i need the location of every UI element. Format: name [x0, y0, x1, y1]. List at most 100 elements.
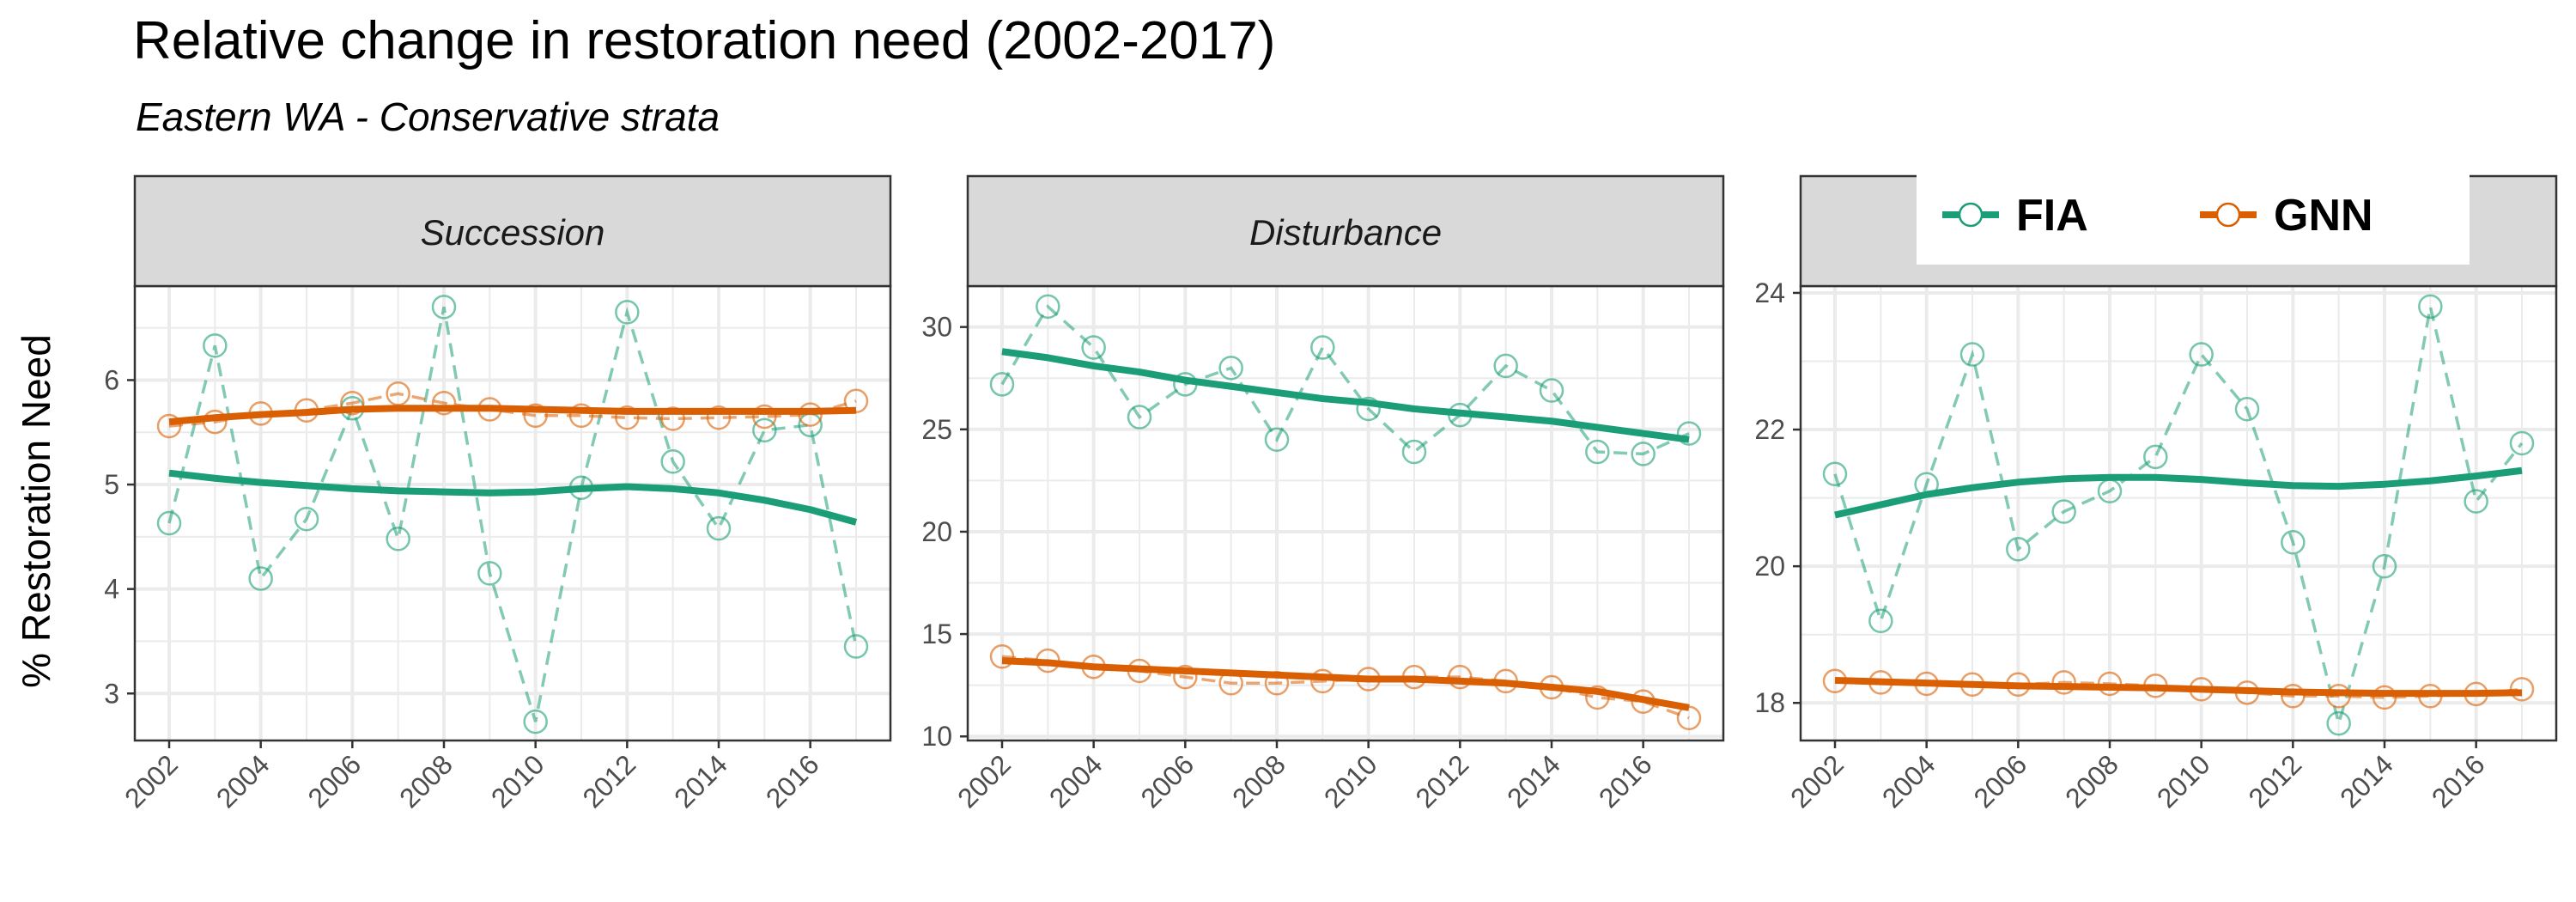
- data-point-fia: [989, 372, 1015, 397]
- x-tick-label: 2006: [301, 748, 367, 814]
- legend-label-gnn: GNN: [2274, 191, 2373, 241]
- data-point-fia: [660, 449, 685, 474]
- x-tick-label: 2016: [1593, 748, 1658, 814]
- facet-strip: [966, 174, 1725, 288]
- data-point-fia: [1081, 335, 1106, 360]
- data-point-gnn: [2051, 670, 2076, 695]
- data-point-gnn: [2281, 684, 2306, 709]
- data-point-fia: [2006, 537, 2031, 562]
- legend-key-point-gnn: [2215, 202, 2241, 228]
- figure-subtitle: Eastern WA - Conservative strata: [136, 94, 720, 139]
- data-point-gnn: [1173, 664, 1198, 690]
- data-point-gnn: [1585, 685, 1610, 710]
- panel-2: Disturbance 10 15 20 25 30 2002 2004 2006 2008 201…: [921, 174, 1725, 814]
- y-tick-label: 24: [1754, 277, 1785, 308]
- data-point-gnn: [1310, 668, 1335, 694]
- series-line-fia: [1833, 306, 2524, 729]
- data-point-gnn: [2372, 685, 2397, 710]
- y-tick-label: 6: [104, 364, 119, 395]
- trend-line-gnn: [1834, 676, 2523, 698]
- data-point-fia: [2326, 710, 2351, 736]
- facet-strip-label: Disturbance: [1249, 212, 1442, 253]
- y-tick-label: 25: [921, 414, 952, 445]
- data-point-gnn: [156, 413, 182, 439]
- trend-line-gnn: [1001, 657, 1690, 711]
- data-point-fia: [2234, 396, 2260, 422]
- data-point-fia: [1218, 356, 1243, 381]
- legend: FIA GNN: [1917, 168, 2470, 265]
- x-tick-label: 2004: [210, 748, 276, 814]
- data-point-fia: [2281, 530, 2306, 555]
- y-tick-label: 10: [921, 721, 952, 752]
- y-tick-label: 18: [1754, 687, 1785, 718]
- data-point-gnn: [752, 404, 777, 430]
- x-tick-label: 2014: [668, 748, 733, 814]
- data-point-gnn: [431, 390, 457, 416]
- y-tick-label: 5: [104, 469, 119, 500]
- x-tick-label: 2004: [1043, 748, 1109, 814]
- plot-background: [135, 286, 890, 740]
- legend-background: [1917, 168, 2470, 265]
- data-point-gnn: [706, 405, 732, 430]
- trend-line-fia: [168, 469, 858, 526]
- x-tick-label: 2006: [1134, 748, 1200, 814]
- y-tick-label: 20: [921, 516, 952, 547]
- data-point-fia: [1631, 442, 1656, 466]
- x-tick-label: 2016: [2426, 748, 2491, 814]
- x-tick-label: 2006: [1967, 748, 2032, 814]
- data-point-fia: [1868, 608, 1893, 634]
- data-point-fia: [2051, 499, 2076, 524]
- x-tick-label: 2010: [485, 748, 550, 814]
- x-tick-label: 2012: [576, 748, 641, 814]
- data-point-fia: [156, 510, 182, 536]
- data-point-fia: [2509, 430, 2535, 456]
- data-point-fia: [1539, 378, 1564, 403]
- y-tick-label: 30: [921, 312, 952, 343]
- data-point-fia: [523, 709, 548, 734]
- trend-line-fia: [1001, 348, 1690, 443]
- x-tick-label: 2012: [2242, 748, 2307, 814]
- x-tick-label: 2008: [393, 748, 459, 814]
- figure-title: Relative change in restoration need (200…: [133, 11, 1275, 70]
- data-point-fia: [2464, 489, 2488, 514]
- data-point-gnn: [989, 644, 1015, 669]
- x-tick-label: 2002: [1784, 748, 1850, 814]
- data-point-fia: [1127, 405, 1152, 430]
- data-point-gnn: [523, 403, 548, 429]
- x-tick-label: 2002: [118, 748, 184, 814]
- data-point-fia: [1036, 294, 1060, 320]
- x-tick-label: 2016: [760, 748, 825, 814]
- data-point-gnn: [1448, 664, 1473, 690]
- trend-line-fia: [1834, 466, 2523, 519]
- x-tick-label: 2010: [2151, 748, 2216, 814]
- x-tick-label: 2014: [2334, 748, 2399, 814]
- x-tick-label: 2008: [2059, 748, 2124, 814]
- data-point-fia: [203, 333, 228, 358]
- y-tick-label: 20: [1754, 551, 1785, 582]
- data-point-fia: [1959, 342, 1985, 367]
- data-point-fia: [1264, 427, 1290, 452]
- data-point-fia: [2418, 294, 2443, 320]
- x-tick-label: 2002: [951, 748, 1017, 814]
- facet-strip-label: Succession: [421, 212, 605, 253]
- x-tick-label: 2008: [1226, 748, 1291, 814]
- data-point-gnn: [568, 403, 594, 429]
- data-point-gnn: [386, 381, 410, 406]
- legend-key-point-fia: [1958, 202, 1984, 228]
- plot-background: [968, 286, 1723, 740]
- x-tick-label: 2012: [1409, 748, 1474, 814]
- data-point-fia: [615, 300, 640, 325]
- trend-line-gnn: [168, 405, 857, 426]
- data-point-fia: [706, 515, 732, 541]
- x-tick-label: 2010: [1318, 748, 1383, 814]
- x-tick-label: 2014: [1501, 748, 1566, 814]
- y-tick-label: 15: [921, 619, 952, 649]
- data-point-fia: [2189, 342, 2214, 367]
- data-point-fia: [1356, 396, 1381, 422]
- data-point-fia: [431, 295, 457, 320]
- data-point-gnn: [615, 405, 640, 430]
- data-point-fia: [1401, 439, 1427, 465]
- data-point-fia: [1310, 335, 1335, 360]
- data-point-fia: [1585, 439, 1610, 465]
